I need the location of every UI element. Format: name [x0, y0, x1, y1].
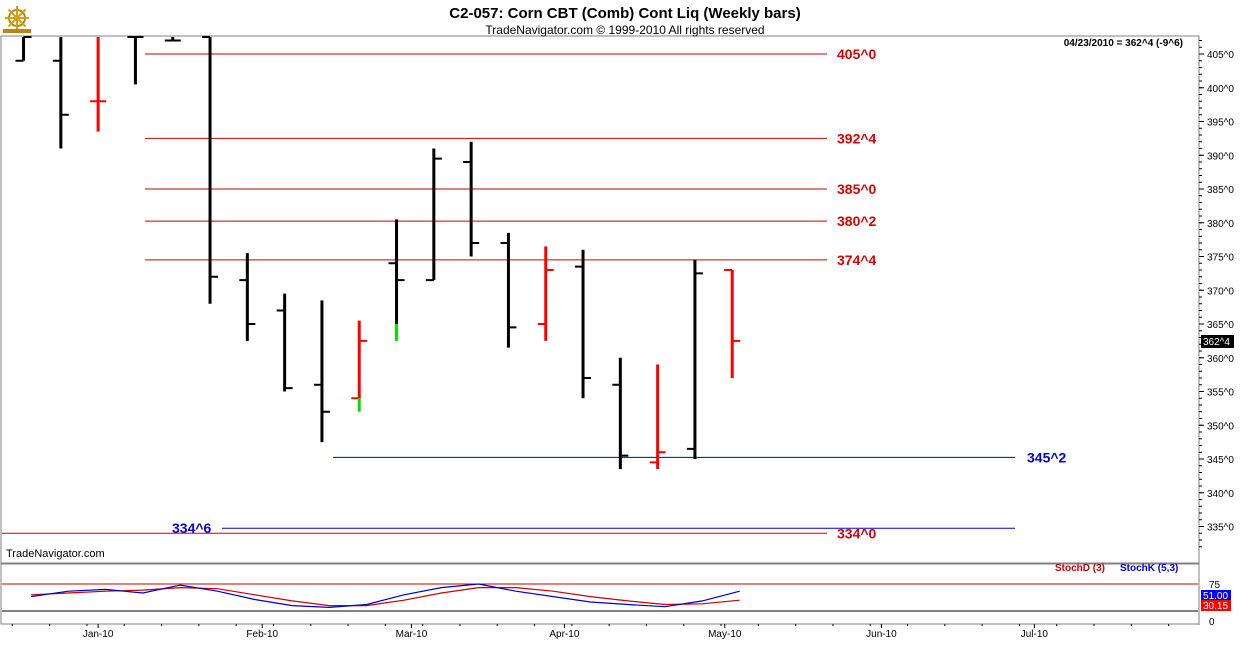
price-axis: 405^0 400^0 395^0 390^0 385^0 380^0 375^0 370^0… — [1199, 40, 1234, 548]
price-tick-label: 380^0 — [1207, 219, 1234, 230]
ohlc-bar — [276, 293, 293, 392]
ohlc-bar — [388, 219, 405, 324]
price-tick-label: 375^0 — [1207, 253, 1234, 264]
stochD-line — [30, 586, 740, 607]
chart-title: C2-057: Corn CBT (Comb) Cont Liq (Weekly… — [449, 5, 800, 22]
ohlc-bar — [612, 357, 629, 470]
ohlc-bar — [686, 259, 703, 459]
ohlc-bar — [313, 300, 330, 443]
ohlc-bar — [164, 37, 181, 42]
time-tick-label: Mar-10 — [396, 629, 428, 640]
ohlc-bar — [575, 249, 592, 399]
current-price-label: 362^4 — [1203, 337, 1230, 348]
ohlc-bar — [500, 232, 517, 348]
price-tick-label: 335^0 — [1207, 523, 1234, 534]
time-tick-label: May-10 — [708, 629, 742, 640]
stochD-value-tag — [1201, 600, 1231, 611]
copyright-text: TradeNavigator.com © 1999-2010 All right… — [485, 23, 764, 37]
price-tick-label: 345^0 — [1207, 455, 1234, 466]
watermark-text: TradeNavigator.com — [6, 548, 105, 560]
stochD-value-label: 30.15 — [1203, 601, 1228, 612]
current-price-tag — [1201, 335, 1234, 348]
price-tick-label: 395^0 — [1207, 118, 1234, 129]
stoch-tick-label: 75 — [1209, 580, 1221, 591]
time-tick-label: Jun-10 — [866, 629, 897, 640]
ohlc-bar — [127, 36, 144, 85]
price-bars — [15, 36, 741, 470]
price-tick-label: 350^0 — [1207, 421, 1234, 432]
time-axis: Jan-10 Feb-10 Mar-10 Apr-10 May-10 Jun-10 Jul-… — [11, 624, 1170, 640]
level-label: 345^2 — [1027, 449, 1067, 465]
horizontal-levels: 405^0 392^4 385^0 380^2 374^4 345^2 334^6 334^0 — [2, 46, 1067, 541]
ohlc-bar — [724, 269, 741, 378]
level-label: 380^2 — [837, 213, 877, 229]
price-tick-label: 360^0 — [1207, 354, 1234, 365]
legend-stochD: StochD (3) — [1055, 563, 1105, 574]
ohlc-bar — [239, 253, 256, 341]
price-tick-label: 370^0 — [1207, 286, 1234, 297]
ohlc-bar — [463, 141, 480, 257]
level-label: 374^4 — [837, 252, 877, 268]
time-tick-label: Jan-10 — [83, 629, 114, 640]
time-tick-label: Apr-10 — [549, 629, 579, 640]
price-tick-label: 355^0 — [1207, 388, 1234, 399]
ohlc-bar — [649, 364, 666, 470]
ohlc-bar — [52, 37, 69, 149]
price-tick-label: 400^0 — [1207, 84, 1234, 95]
level-label: 392^4 — [837, 130, 877, 146]
ohlc-bar — [90, 37, 107, 132]
stochK-value-tag — [1201, 590, 1231, 601]
ship-wheel-logo-icon — [3, 6, 31, 33]
ohlc-bar — [202, 36, 219, 304]
time-tick-label: Feb-10 — [246, 629, 278, 640]
price-tick-label: 405^0 — [1207, 50, 1234, 61]
ohlc-bar — [15, 36, 32, 62]
price-tick-label: 385^0 — [1207, 185, 1234, 196]
price-tick-label: 340^0 — [1207, 489, 1234, 500]
price-tick-label: 390^0 — [1207, 151, 1234, 162]
stochK-value-label: 51.00 — [1203, 591, 1228, 602]
level-label: 334^0 — [837, 525, 877, 541]
level-label: 385^0 — [837, 181, 877, 197]
level-label: 334^6 — [172, 520, 212, 536]
legend-stochK: StochK (5,3) — [1120, 563, 1178, 574]
level-label: 405^0 — [837, 46, 877, 62]
price-tick-label: 365^0 — [1207, 320, 1234, 331]
stochK-line — [30, 583, 740, 609]
last-price-readout: 04/23/2010 = 362^4 (-9^6) — [1064, 38, 1183, 49]
ohlc-bar — [425, 148, 442, 282]
time-tick-label: Jul-10 — [1021, 629, 1049, 640]
ohlc-bar — [537, 246, 554, 341]
stoch-tick-label: 0 — [1209, 617, 1215, 628]
